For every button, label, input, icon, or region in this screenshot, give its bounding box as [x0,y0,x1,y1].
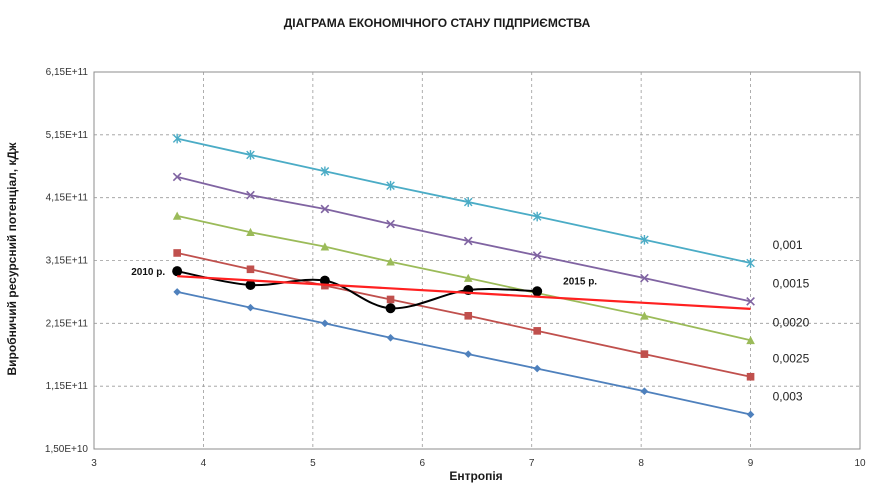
data-point [172,266,183,277]
annotation-label: 2010 р. [131,267,165,278]
x-tick-label: 4 [201,458,207,469]
data-point [246,265,255,274]
data-point [463,236,473,246]
series-6 [177,275,751,310]
series-line [177,275,751,310]
data-point [640,234,649,245]
y-axis-label: Виробничий ресурсний потенціал, кДж [5,142,19,375]
data-point [533,327,541,335]
data-point [532,286,543,297]
series-label: 0,001 [773,238,803,252]
series-line [176,176,751,303]
series-line [176,252,751,378]
data-point [386,180,395,191]
data-point [532,211,542,222]
data-point [746,335,755,345]
data-point [386,295,395,304]
data-point [532,251,542,260]
data-point [464,350,473,358]
x-tick-label: 5 [310,458,316,469]
data-point [386,333,395,342]
data-point [640,311,649,320]
series-1: 0,0015 [172,172,810,306]
data-point [320,242,330,251]
data-point [246,227,255,237]
data-point [746,258,755,268]
series-line [176,291,751,416]
data-point [246,150,255,160]
series-line [176,215,751,342]
data-point [640,350,649,358]
series-label: 0,003 [773,389,803,403]
data-point [533,364,541,373]
annotation-label: 2015 р. [563,276,597,287]
y-tick-label: 5,15E+11 [46,130,89,141]
x-tick-label: 10 [854,458,866,469]
series-4: 0,003 [173,288,803,419]
data-point [173,288,181,296]
x-tick-label: 9 [748,458,754,469]
data-point [246,190,255,200]
chart-title: ДІАГРАМА ЕКОНОМІЧНОГО СТАНУ ПІДПРИЄМСТВА [284,16,591,30]
x-axis-label: Ентропія [449,469,502,483]
data-point [246,303,255,312]
series-line [176,137,751,264]
data-point [463,273,473,282]
data-point [386,257,395,266]
series-2: 0,0020 [172,211,810,345]
series-0: 0,001 [172,133,803,268]
data-point [320,204,330,214]
x-tick-label: 8 [638,458,644,469]
data-point [385,303,396,314]
series-label: 0,0015 [773,276,810,290]
data-point [172,172,182,182]
data-point [640,387,649,395]
data-point [386,219,395,229]
y-tick-label: 6,15E+11 [46,67,89,78]
y-tick-label: 1,15E+11 [46,381,89,392]
data-point [172,133,182,144]
data-point [746,372,755,381]
plot-area: 3 4 5 6 7 8 9 10 1,50E+10 1,15E+11 2,15E+11 3,15E+1… [45,67,866,469]
data-point [319,275,330,286]
data-point [320,166,330,177]
x-tick-label: 3 [91,458,97,469]
series-label: 0,0025 [773,352,810,366]
data-point [640,273,649,283]
y-tick-label: 2,15E+11 [46,318,89,329]
data-point [321,319,329,328]
data-point [173,249,181,257]
data-point [746,410,755,419]
data-point [746,296,755,306]
x-tick-label: 6 [420,458,426,469]
data-point [464,311,473,320]
y-tick-label: 3,15E+11 [46,256,89,267]
data-point [172,211,182,220]
series-label: 0,0020 [773,315,810,329]
x-tick-label: 7 [529,458,535,469]
data-point [463,197,473,207]
series-3: 0,0025 [173,249,810,381]
y-tick-label: 1,50E+10 [45,444,89,455]
series-line [176,270,538,310]
y-tick-label: 4,15E+11 [46,193,89,204]
data-point [245,280,256,291]
